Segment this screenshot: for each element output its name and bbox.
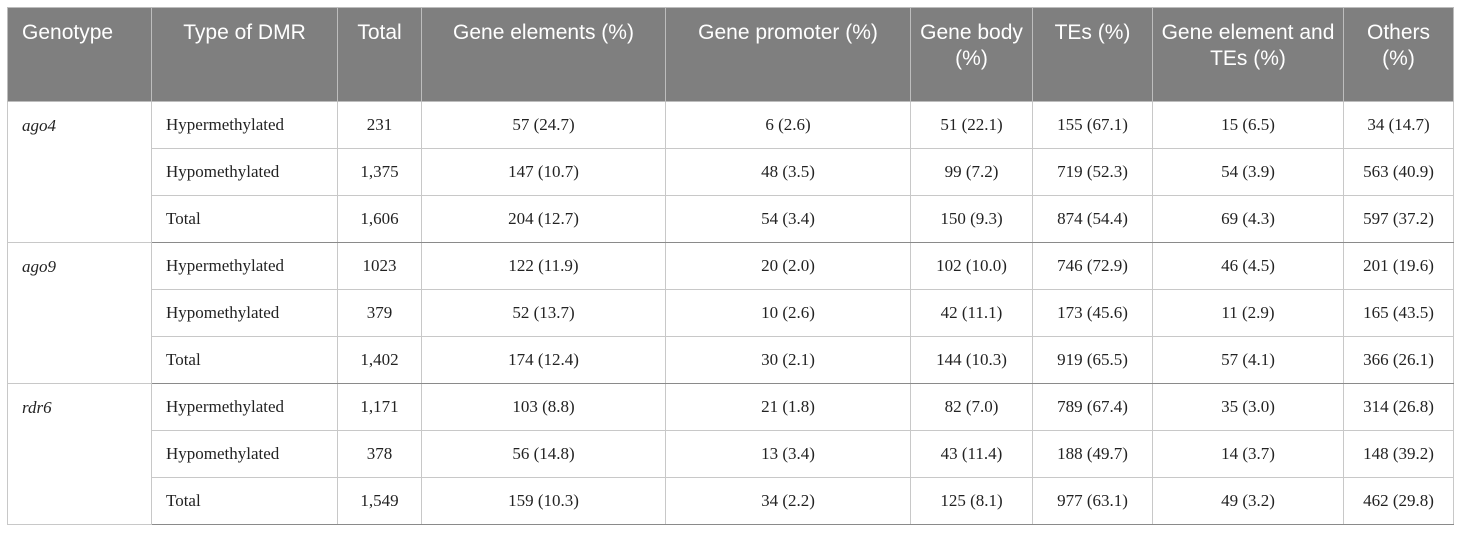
gene-elements-cell: 174 (12.4)	[421, 336, 666, 384]
table-row: Total 1,606 204 (12.7) 54 (3.4) 150 (9.3) 874…	[8, 195, 1454, 243]
table-row: Hypomethylated 379 52 (13.7) 10 (2.6) 42 (11…	[8, 289, 1454, 337]
gene-element-and-tes-cell: 35 (3.0)	[1152, 383, 1344, 431]
gene-promoter-cell: 34 (2.2)	[665, 477, 911, 525]
total-cell: 1023	[337, 242, 422, 290]
table-body: ago4 Hypermethylated 231 57 (24.7) 6 (2.6) 51…	[7, 101, 1454, 525]
header-row: Genotype Type of DMR Total Gene elements…	[7, 7, 1454, 102]
type-of-dmr-cell: Total	[151, 195, 338, 243]
gene-elements-cell: 103 (8.8)	[421, 383, 666, 431]
type-of-dmr-cell: Hypermethylated	[151, 101, 338, 149]
type-of-dmr-cell: Hypomethylated	[151, 289, 338, 337]
table-row: ago9 Hypermethylated 1023 122 (11.9) 20 (2.0…	[7, 242, 1454, 384]
gene-elements-cell: 204 (12.7)	[421, 195, 666, 243]
header-gene-element-and-tes: Gene element and TEs (%)	[1152, 7, 1344, 102]
gene-element-and-tes-cell: 49 (3.2)	[1152, 477, 1344, 525]
gene-body-cell: 43 (11.4)	[910, 430, 1033, 478]
genotype-cell: ago4	[7, 101, 152, 243]
gene-element-and-tes-cell: 69 (4.3)	[1152, 195, 1344, 243]
gene-elements-cell: 159 (10.3)	[421, 477, 666, 525]
header-type-of-dmr: Type of DMR	[151, 7, 338, 102]
gene-promoter-cell: 21 (1.8)	[665, 383, 911, 431]
others-cell: 148 (39.2)	[1343, 430, 1454, 478]
others-cell: 165 (43.5)	[1343, 289, 1454, 337]
gene-elements-cell: 147 (10.7)	[421, 148, 666, 196]
header-genotype: Genotype	[7, 7, 152, 102]
gene-promoter-cell: 48 (3.5)	[665, 148, 911, 196]
total-cell: 378	[337, 430, 422, 478]
others-cell: 563 (40.9)	[1343, 148, 1454, 196]
total-cell: 1,171	[337, 383, 422, 431]
gene-body-cell: 42 (11.1)	[910, 289, 1033, 337]
header-gene-promoter: Gene promoter (%)	[665, 7, 911, 102]
others-cell: 314 (26.8)	[1343, 383, 1454, 431]
gene-elements-cell: 57 (24.7)	[421, 101, 666, 149]
tes-cell: 789 (67.4)	[1032, 383, 1153, 431]
others-cell: 597 (37.2)	[1343, 195, 1454, 243]
gene-element-and-tes-cell: 15 (6.5)	[1152, 101, 1344, 149]
gene-body-cell: 99 (7.2)	[910, 148, 1033, 196]
header-others: Others (%)	[1343, 7, 1454, 102]
gene-body-cell: 102 (10.0)	[910, 242, 1033, 290]
gene-element-and-tes-cell: 54 (3.9)	[1152, 148, 1344, 196]
gene-element-and-tes-cell: 14 (3.7)	[1152, 430, 1344, 478]
type-of-dmr-cell: Hypermethylated	[151, 383, 338, 431]
total-cell: 1,375	[337, 148, 422, 196]
gene-body-cell: 51 (22.1)	[910, 101, 1033, 149]
table-row: Total 1,402 174 (12.4) 30 (2.1) 144 (10.3) 91…	[8, 336, 1454, 384]
gene-promoter-cell: 30 (2.1)	[665, 336, 911, 384]
tes-cell: 977 (63.1)	[1032, 477, 1153, 525]
header-gene-body: Gene body (%)	[910, 7, 1033, 102]
dmr-table: Genotype Type of DMR Total Gene elements…	[7, 7, 1454, 525]
header-tes: TEs (%)	[1032, 7, 1153, 102]
gene-body-cell: 125 (8.1)	[910, 477, 1033, 525]
table-row: Hypomethylated 378 56 (14.8) 13 (3.4) 43 (11…	[8, 430, 1454, 478]
table-row: Hypomethylated 1,375 147 (10.7) 48 (3.5) 99 …	[8, 148, 1454, 196]
type-of-dmr-cell: Hypomethylated	[151, 430, 338, 478]
gene-elements-cell: 122 (11.9)	[421, 242, 666, 290]
type-of-dmr-cell: Total	[151, 477, 338, 525]
genotype-cell: ago9	[7, 242, 152, 384]
header-gene-elements: Gene elements (%)	[421, 7, 666, 102]
tes-cell: 719 (52.3)	[1032, 148, 1153, 196]
gene-element-and-tes-cell: 57 (4.1)	[1152, 336, 1344, 384]
table-row: Total 1,549 159 (10.3) 34 (2.2) 125 (8.1) 977…	[8, 477, 1454, 525]
table-row: ago4 Hypermethylated 231 57 (24.7) 6 (2.6) 51…	[7, 101, 1454, 243]
gene-promoter-cell: 13 (3.4)	[665, 430, 911, 478]
gene-promoter-cell: 10 (2.6)	[665, 289, 911, 337]
total-cell: 379	[337, 289, 422, 337]
others-cell: 462 (29.8)	[1343, 477, 1454, 525]
total-cell: 1,606	[337, 195, 422, 243]
type-of-dmr-cell: Total	[151, 336, 338, 384]
total-cell: 1,402	[337, 336, 422, 384]
gene-elements-cell: 52 (13.7)	[421, 289, 666, 337]
total-cell: 1,549	[337, 477, 422, 525]
type-of-dmr-cell: Hypomethylated	[151, 148, 338, 196]
gene-element-and-tes-cell: 11 (2.9)	[1152, 289, 1344, 337]
gene-body-cell: 144 (10.3)	[910, 336, 1033, 384]
tes-cell: 155 (67.1)	[1032, 101, 1153, 149]
tes-cell: 746 (72.9)	[1032, 242, 1153, 290]
header-total: Total	[337, 7, 422, 102]
gene-body-cell: 82 (7.0)	[910, 383, 1033, 431]
table-row: rdr6 Hypermethylated 1,171 103 (8.8) 21 (1.8…	[7, 383, 1454, 525]
gene-element-and-tes-cell: 46 (4.5)	[1152, 242, 1344, 290]
type-of-dmr-cell: Hypermethylated	[151, 242, 338, 290]
total-cell: 231	[337, 101, 422, 149]
others-cell: 34 (14.7)	[1343, 101, 1454, 149]
others-cell: 201 (19.6)	[1343, 242, 1454, 290]
genotype-cell: rdr6	[7, 383, 152, 525]
gene-promoter-cell: 6 (2.6)	[665, 101, 911, 149]
gene-body-cell: 150 (9.3)	[910, 195, 1033, 243]
gene-promoter-cell: 54 (3.4)	[665, 195, 911, 243]
tes-cell: 173 (45.6)	[1032, 289, 1153, 337]
tes-cell: 874 (54.4)	[1032, 195, 1153, 243]
gene-promoter-cell: 20 (2.0)	[665, 242, 911, 290]
gene-elements-cell: 56 (14.8)	[421, 430, 666, 478]
others-cell: 366 (26.1)	[1343, 336, 1454, 384]
tes-cell: 919 (65.5)	[1032, 336, 1153, 384]
tes-cell: 188 (49.7)	[1032, 430, 1153, 478]
